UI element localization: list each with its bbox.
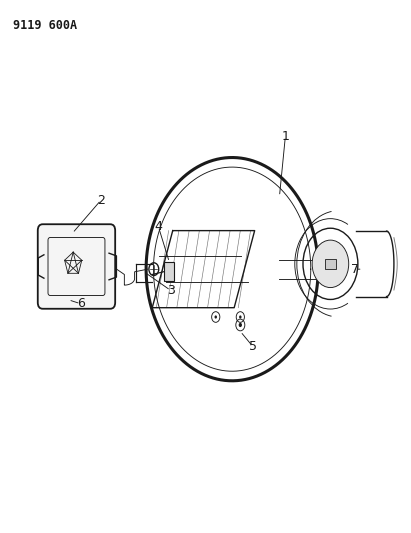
Text: 7: 7 (351, 263, 359, 276)
Circle shape (312, 240, 349, 288)
Text: 2: 2 (97, 193, 105, 207)
Bar (325, 259, 336, 269)
Circle shape (215, 316, 217, 319)
Text: 1: 1 (282, 130, 289, 143)
Text: 3: 3 (167, 284, 175, 297)
Text: 5: 5 (249, 340, 256, 353)
Bar (164, 262, 174, 281)
Circle shape (239, 316, 242, 319)
FancyBboxPatch shape (38, 224, 115, 309)
Text: 4: 4 (155, 220, 162, 233)
Circle shape (239, 323, 242, 327)
Text: 6: 6 (76, 297, 85, 310)
Text: 9119 600A: 9119 600A (13, 19, 77, 33)
